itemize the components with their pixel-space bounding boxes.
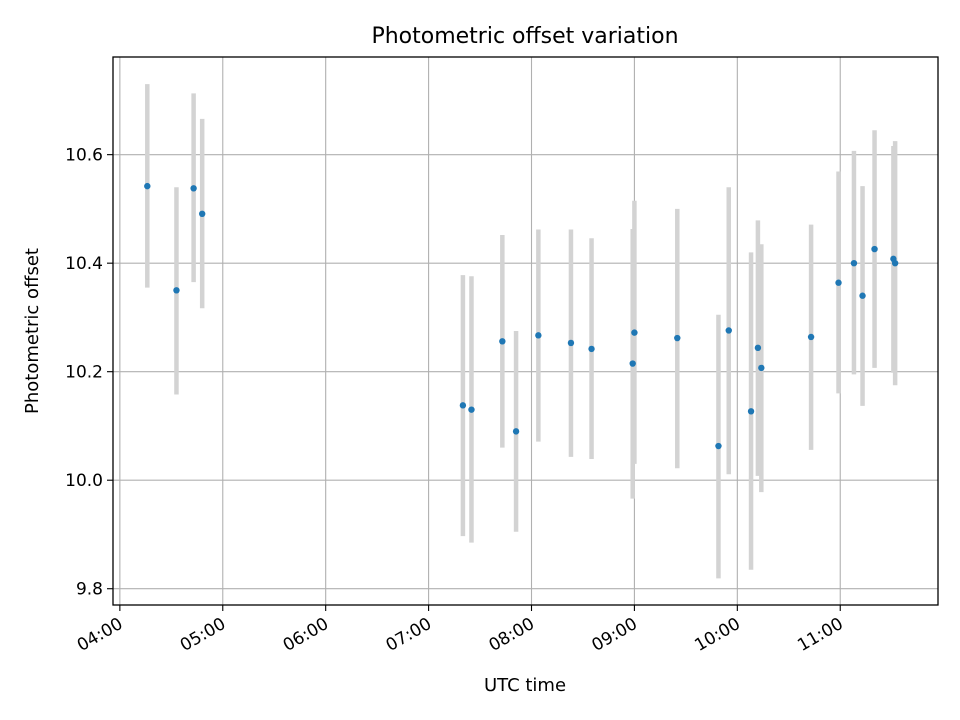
data-point xyxy=(891,259,899,267)
x-tick-label: 05:00 xyxy=(177,614,229,656)
data-point xyxy=(190,185,197,192)
data-point xyxy=(835,279,842,286)
x-tick-label: 06:00 xyxy=(280,614,332,656)
data-point xyxy=(747,408,755,415)
data-point xyxy=(859,292,866,299)
data-point xyxy=(871,245,878,253)
y-tick-label: 10.2 xyxy=(65,363,103,383)
data-point xyxy=(173,287,180,294)
y-axis-ticks: 9.8 10.0 10.2 10.4 10.6 xyxy=(65,146,113,600)
data-point xyxy=(758,364,765,372)
data-point xyxy=(468,406,475,413)
data-point xyxy=(807,333,815,341)
data-point xyxy=(198,210,206,218)
data-point xyxy=(499,338,506,345)
y-tick-label: 10.4 xyxy=(65,254,103,274)
data-point xyxy=(144,182,151,190)
data-point xyxy=(754,344,762,352)
data-point xyxy=(567,339,575,347)
x-tick-label: 07:00 xyxy=(383,614,435,656)
x-tick-label: 10:00 xyxy=(691,614,743,656)
x-axis-label: UTC time xyxy=(484,675,566,696)
x-tick-label: 11:00 xyxy=(794,614,846,656)
x-axis-ticks: 04:00 05:00 06:00 07:00 08:00 09:00 10:00 11:00 xyxy=(74,605,847,656)
errorbars xyxy=(145,84,898,579)
data-point xyxy=(512,428,520,435)
data-point xyxy=(459,402,467,409)
data-point xyxy=(588,345,595,353)
x-tick-label: 04:00 xyxy=(74,614,126,656)
data-point xyxy=(631,329,638,336)
data-point xyxy=(850,259,858,267)
x-tick-label: 09:00 xyxy=(588,614,640,656)
plot-frame xyxy=(112,56,939,606)
y-tick-label: 9.8 xyxy=(76,580,103,600)
y-axis-label: Photometric offset xyxy=(22,248,43,414)
data-point xyxy=(629,360,636,367)
data-point xyxy=(715,442,722,450)
data-point xyxy=(674,334,681,342)
x-tick-label: 08:00 xyxy=(486,614,538,656)
data-points xyxy=(144,182,899,450)
data-point xyxy=(725,327,732,334)
data-point xyxy=(535,332,542,339)
y-tick-label: 10.6 xyxy=(65,146,103,166)
chart-title: Photometric offset variation xyxy=(371,24,678,49)
y-tick-label: 10.0 xyxy=(65,471,103,491)
grid xyxy=(113,57,938,605)
